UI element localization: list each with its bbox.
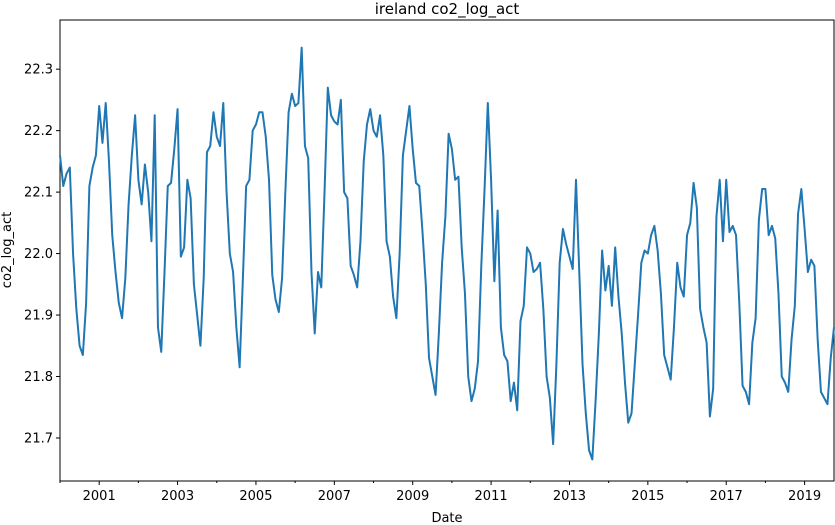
x-tick-label: 2001 [83, 489, 116, 504]
x-tick-label: 2007 [318, 489, 351, 504]
plot-frame [59, 19, 835, 482]
x-tick-label: 2003 [161, 489, 194, 504]
x-axis-title: Date [431, 511, 462, 525]
x-tick-label: 2005 [239, 489, 272, 504]
x-tick-label: 2009 [396, 489, 429, 504]
y-tick-label: 22.0 [24, 247, 53, 262]
plot-area [59, 19, 835, 482]
y-tick-label: 22.3 [24, 63, 53, 78]
chart-title: ireland co2_log_act [375, 0, 520, 19]
y-axis-title: co2_log_act [0, 212, 15, 288]
x-tick-label: 2011 [475, 489, 508, 504]
x-axis: 2001 2003 2005 2007 2009 2011 2013 2015 2017 2019 [59, 481, 821, 504]
x-tick-label: 2017 [710, 489, 743, 504]
series-line [59, 46, 835, 461]
y-tick-label: 21.9 [24, 309, 53, 324]
x-tick-label: 2013 [553, 489, 586, 504]
y-tick-label: 22.1 [24, 186, 53, 201]
x-tick-label: 2019 [788, 489, 821, 504]
y-axis: 21.7 21.8 21.9 22.0 22.1 22.2 22.3 [24, 63, 60, 446]
y-tick-label: 21.7 [24, 431, 53, 446]
y-tick-label: 21.8 [24, 370, 53, 385]
x-tick-label: 2015 [631, 489, 664, 504]
y-tick-label: 22.2 [24, 124, 53, 139]
